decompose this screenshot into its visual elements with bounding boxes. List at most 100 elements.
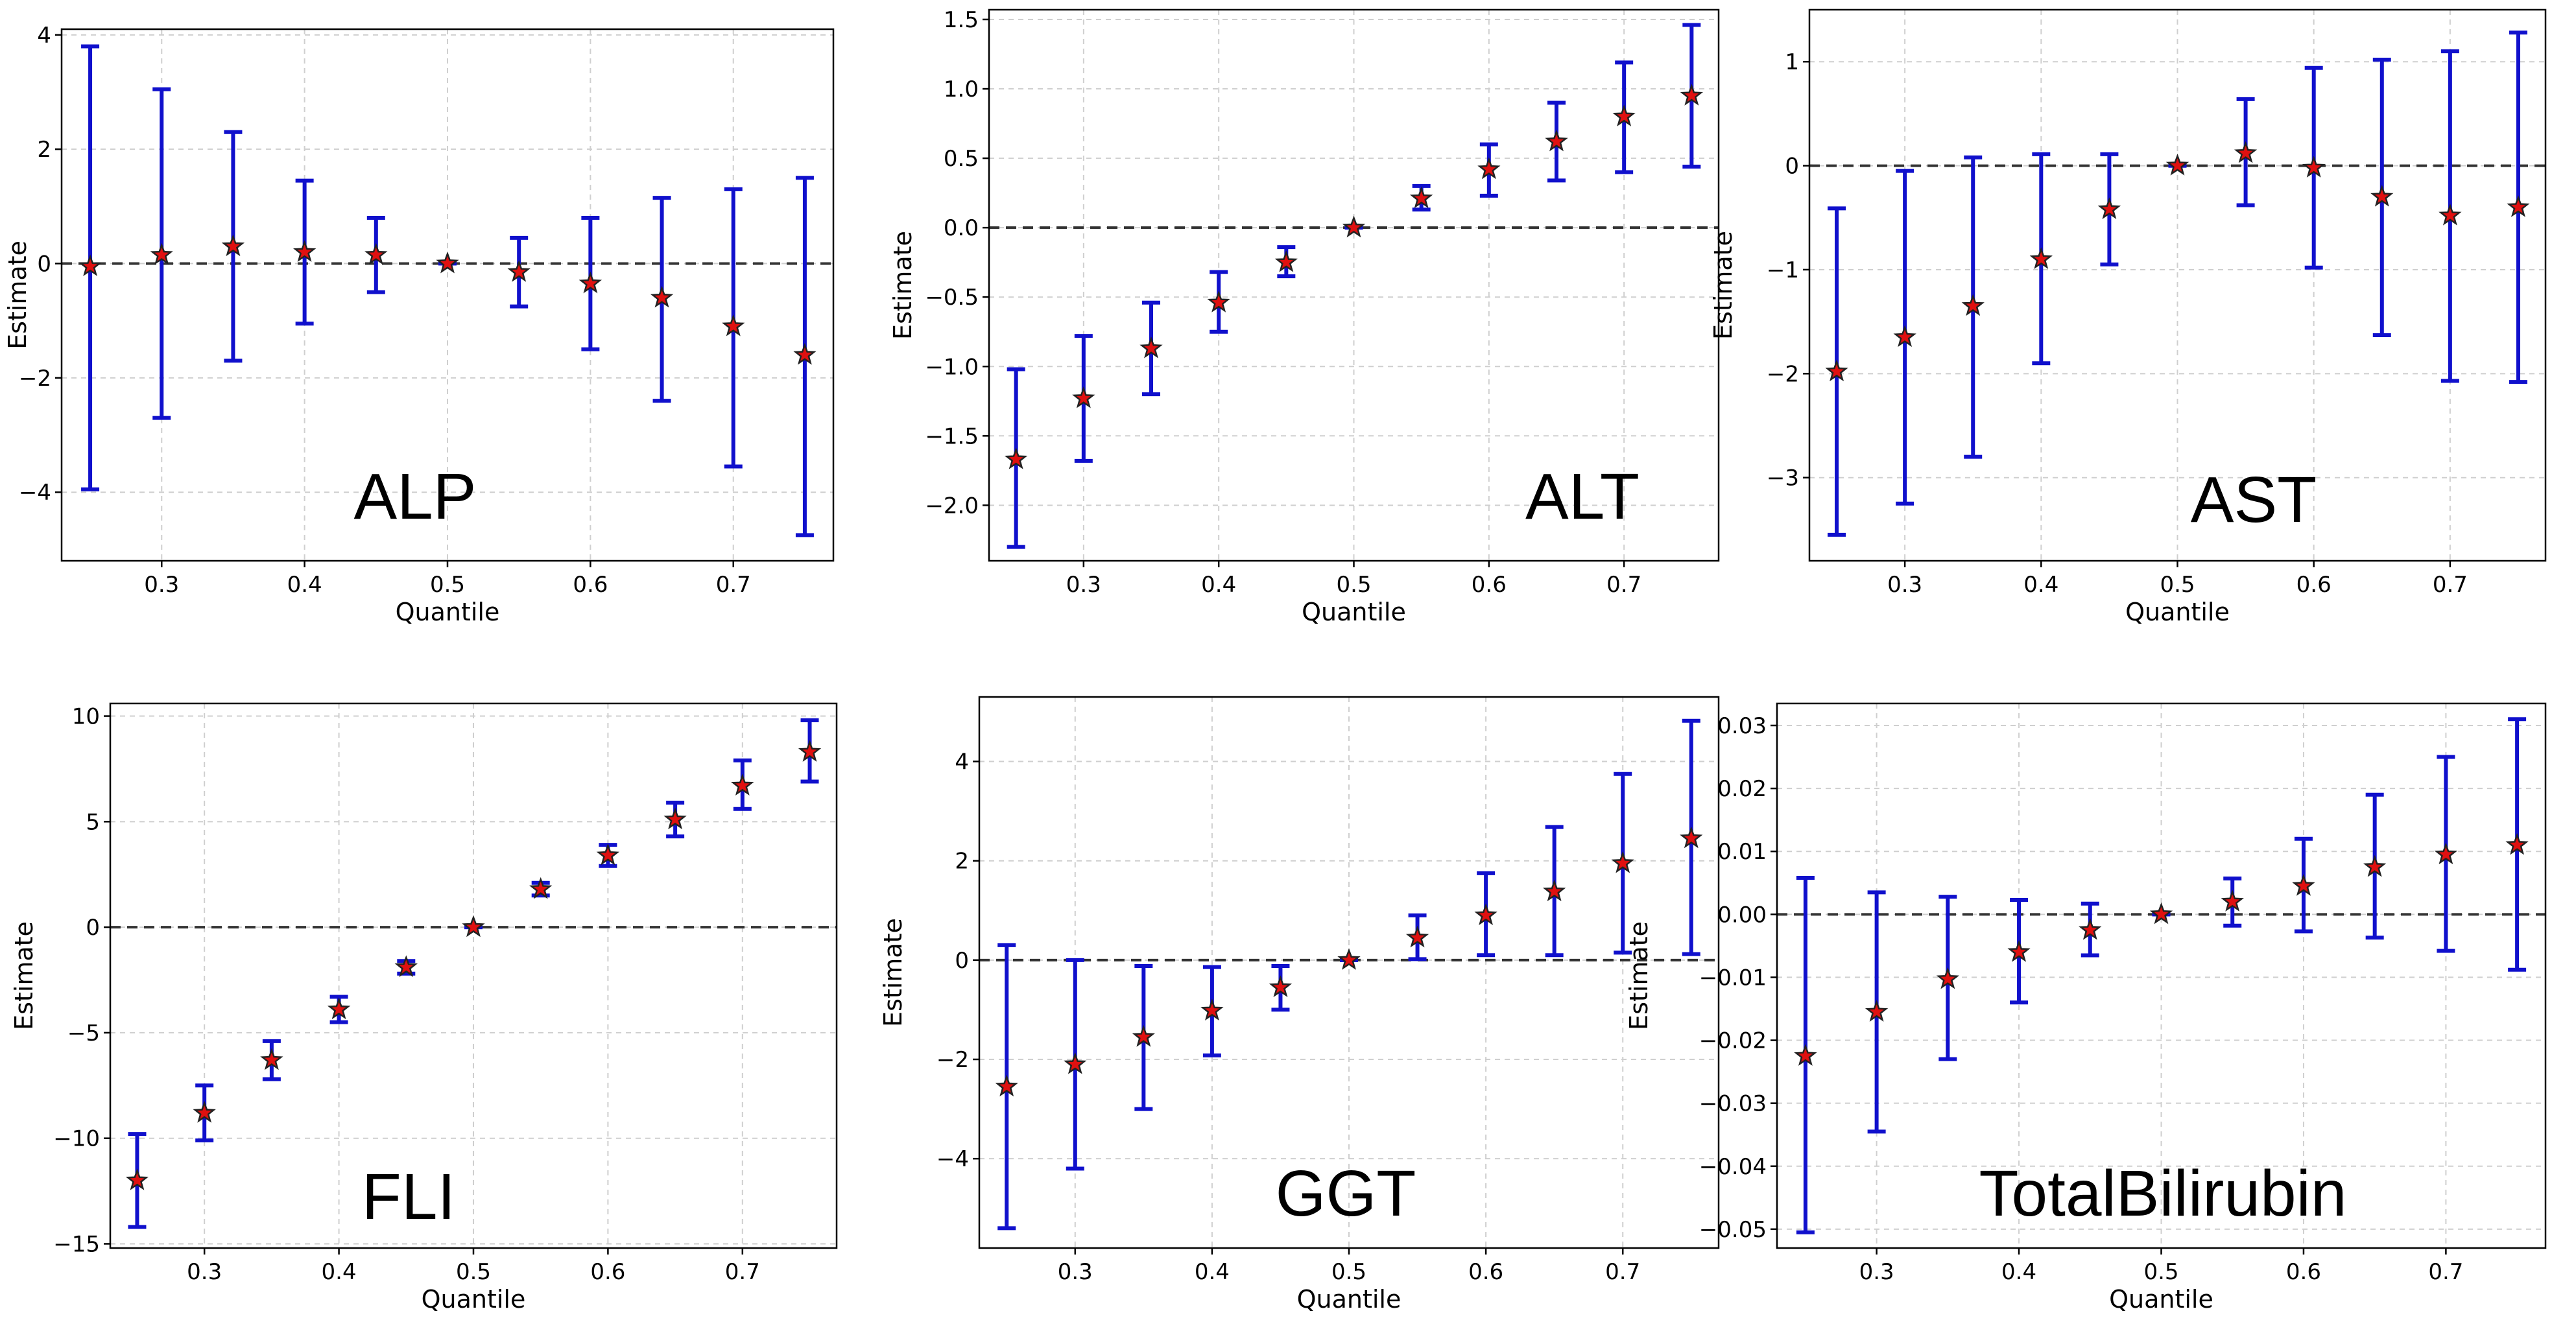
- estimate-star-marker: [1612, 104, 1636, 126]
- y-tick-label: 0.0: [944, 215, 979, 241]
- panel-totalbilirubin: 0.3 0.4 0.5 0.6 0.7 −0.05 −0.04 −0.03 −0.02 −0.01…: [1625, 702, 2547, 1314]
- x-axis-label: Quantile: [1297, 1285, 1401, 1314]
- estimate-star-marker: [798, 740, 822, 762]
- estimate-star-marker: [364, 242, 388, 265]
- estimate-star-marker: [2029, 247, 2053, 269]
- estimate-star-marker: [793, 343, 817, 365]
- estimate-star-marker: [1337, 948, 1361, 970]
- estimate-star-marker: [2507, 195, 2530, 217]
- x-tick-label: 0.6: [1472, 572, 1507, 598]
- y-tick-label: 2: [955, 849, 969, 875]
- panel-ast: 0.3 0.4 0.5 0.6 0.7 −3 −2 −1 0 1 Quantile Estimate A…: [1709, 8, 2547, 626]
- estimate-star-marker: [2302, 156, 2326, 178]
- estimate-star-marker: [995, 1074, 1018, 1097]
- estimate-star-marker: [293, 240, 316, 262]
- errorbar-series: [125, 718, 822, 1229]
- x-tick-label: 0.6: [2286, 1259, 2321, 1285]
- x-axis-label: Quantile: [2109, 1285, 2213, 1314]
- estimate-star-marker: [260, 1048, 283, 1070]
- estimate-star-marker: [1477, 157, 1501, 180]
- x-tick-label: 0.7: [716, 572, 751, 598]
- estimate-star-marker: [1936, 967, 1959, 989]
- estimate-star-marker: [1542, 879, 1566, 902]
- estimate-star-marker: [462, 915, 485, 937]
- y-tick-label: −0.05: [1699, 1217, 1767, 1243]
- y-axis-label: Estimate: [879, 918, 907, 1027]
- x-tick-label: 0.7: [2428, 1259, 2463, 1285]
- estimate-star-marker: [2149, 902, 2173, 925]
- x-axis-label: Quantile: [2125, 598, 2230, 626]
- y-tick-label: −1: [1767, 257, 1799, 283]
- y-tick-label: 2: [37, 137, 51, 163]
- x-tick-label: 0.3: [1066, 572, 1101, 598]
- gridlines: [1777, 703, 2546, 1248]
- y-tick-label: −1.0: [925, 354, 979, 380]
- estimate-star-marker: [221, 234, 245, 257]
- y-tick-label: 0: [37, 252, 51, 277]
- estimate-star-marker: [2221, 890, 2244, 912]
- estimate-star-marker: [1132, 1024, 1156, 1047]
- y-tick-label: −1.5: [925, 423, 979, 449]
- x-tick-label: 0.6: [573, 572, 608, 598]
- estimate-star-marker: [507, 260, 531, 282]
- estimate-star-marker: [193, 1101, 216, 1123]
- estimate-star-marker: [1072, 386, 1095, 408]
- y-tick-label: 1.5: [944, 7, 979, 33]
- y-tick-label: −3: [1767, 466, 1799, 491]
- estimate-star-marker: [1274, 250, 1298, 272]
- x-tick-label: 0.7: [1606, 572, 1641, 598]
- estimate-star-marker: [2079, 918, 2102, 940]
- errorbar-series: [995, 718, 1703, 1231]
- panel-alt: 0.3 0.4 0.5 0.6 0.7 −2.0 −1.5 −1.0 −0.5 0.0 0.5 1.0…: [888, 7, 1720, 626]
- x-tick-label: 0.5: [2160, 572, 2195, 598]
- x-tick-label: 0.5: [2143, 1259, 2178, 1285]
- estimate-star-marker: [327, 997, 351, 1020]
- estimate-star-marker: [2292, 874, 2315, 896]
- y-tick-label: 0: [1785, 154, 1799, 180]
- y-tick-label: −2.0: [925, 493, 979, 519]
- estimate-star-marker: [2434, 842, 2458, 865]
- y-tick-label: −2: [936, 1047, 969, 1073]
- errorbar-series: [78, 44, 817, 537]
- x-tick-label: 0.5: [430, 572, 465, 598]
- estimate-star-marker: [1794, 1044, 1817, 1066]
- estimate-star-marker: [650, 285, 674, 308]
- estimate-star-marker: [596, 843, 620, 866]
- y-tick-label: 0.02: [1717, 776, 1767, 802]
- y-tick-label: −4: [936, 1146, 969, 1172]
- estimate-star-marker: [1409, 186, 1433, 209]
- estimate-star-marker: [150, 242, 173, 265]
- x-tick-label: 0.4: [1201, 572, 1236, 598]
- estimate-star-marker: [529, 877, 553, 899]
- estimate-star-marker: [436, 251, 459, 274]
- estimate-star-marker: [1865, 1000, 1889, 1022]
- estimate-star-marker: [125, 1168, 149, 1190]
- y-tick-label: −15: [53, 1231, 100, 1257]
- y-tick-label: 5: [86, 809, 100, 835]
- x-tick-label: 0.6: [590, 1259, 625, 1285]
- y-tick-label: −4: [19, 480, 51, 506]
- x-axis-label: Quantile: [422, 1285, 526, 1314]
- y-tick-label: 0.03: [1717, 713, 1767, 739]
- estimate-star-marker: [1064, 1052, 1087, 1074]
- y-tick-label: −0.03: [1699, 1091, 1767, 1117]
- x-tick-label: 0.4: [287, 572, 322, 598]
- x-tick-label: 0.3: [1058, 1259, 1093, 1285]
- y-tick-label: 0.01: [1717, 839, 1767, 865]
- panel-title: FLI: [362, 1161, 455, 1233]
- estimate-star-marker: [78, 254, 102, 276]
- panel-title: TotalBilirubin: [1979, 1157, 2347, 1230]
- y-tick-label: −0.5: [925, 285, 979, 311]
- estimate-star-marker: [1825, 359, 1848, 382]
- y-tick-label: −5: [67, 1020, 100, 1046]
- estimate-star-marker: [1207, 290, 1230, 312]
- estimate-star-marker: [1139, 336, 1163, 359]
- errorbar-series: [1004, 23, 1703, 549]
- x-axis-label: Quantile: [396, 598, 500, 626]
- estimate-star-marker: [2363, 854, 2387, 877]
- estimate-star-marker: [2234, 141, 2258, 163]
- estimate-star-marker: [394, 955, 418, 977]
- estimate-star-marker: [1680, 84, 1703, 106]
- x-tick-label: 0.5: [1336, 572, 1371, 598]
